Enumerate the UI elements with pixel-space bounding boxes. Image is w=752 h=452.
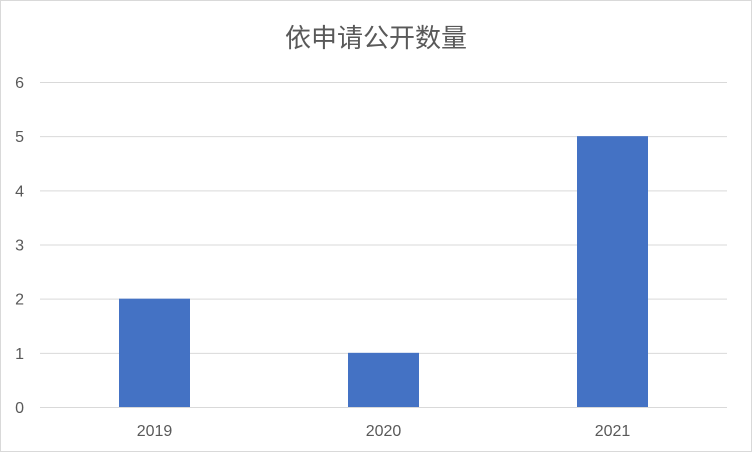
y-tick-label: 3: [15, 238, 24, 255]
y-tick-label: 0: [15, 400, 24, 417]
x-tick-label: 2021: [595, 423, 631, 440]
y-tick-label: 5: [15, 129, 24, 146]
y-tick-label: 2: [15, 292, 24, 309]
x-tick-label: 2019: [137, 423, 173, 440]
y-tick-label: 1: [15, 346, 24, 363]
bar-2020: [348, 352, 419, 407]
chart-title: 依申请公开数量: [284, 24, 467, 54]
bar-2021: [577, 136, 648, 407]
bar-2019: [119, 298, 190, 407]
y-tick-label: 4: [15, 183, 24, 200]
y-tick-label: 6: [15, 75, 24, 92]
x-tick-label: 2020: [366, 423, 402, 440]
